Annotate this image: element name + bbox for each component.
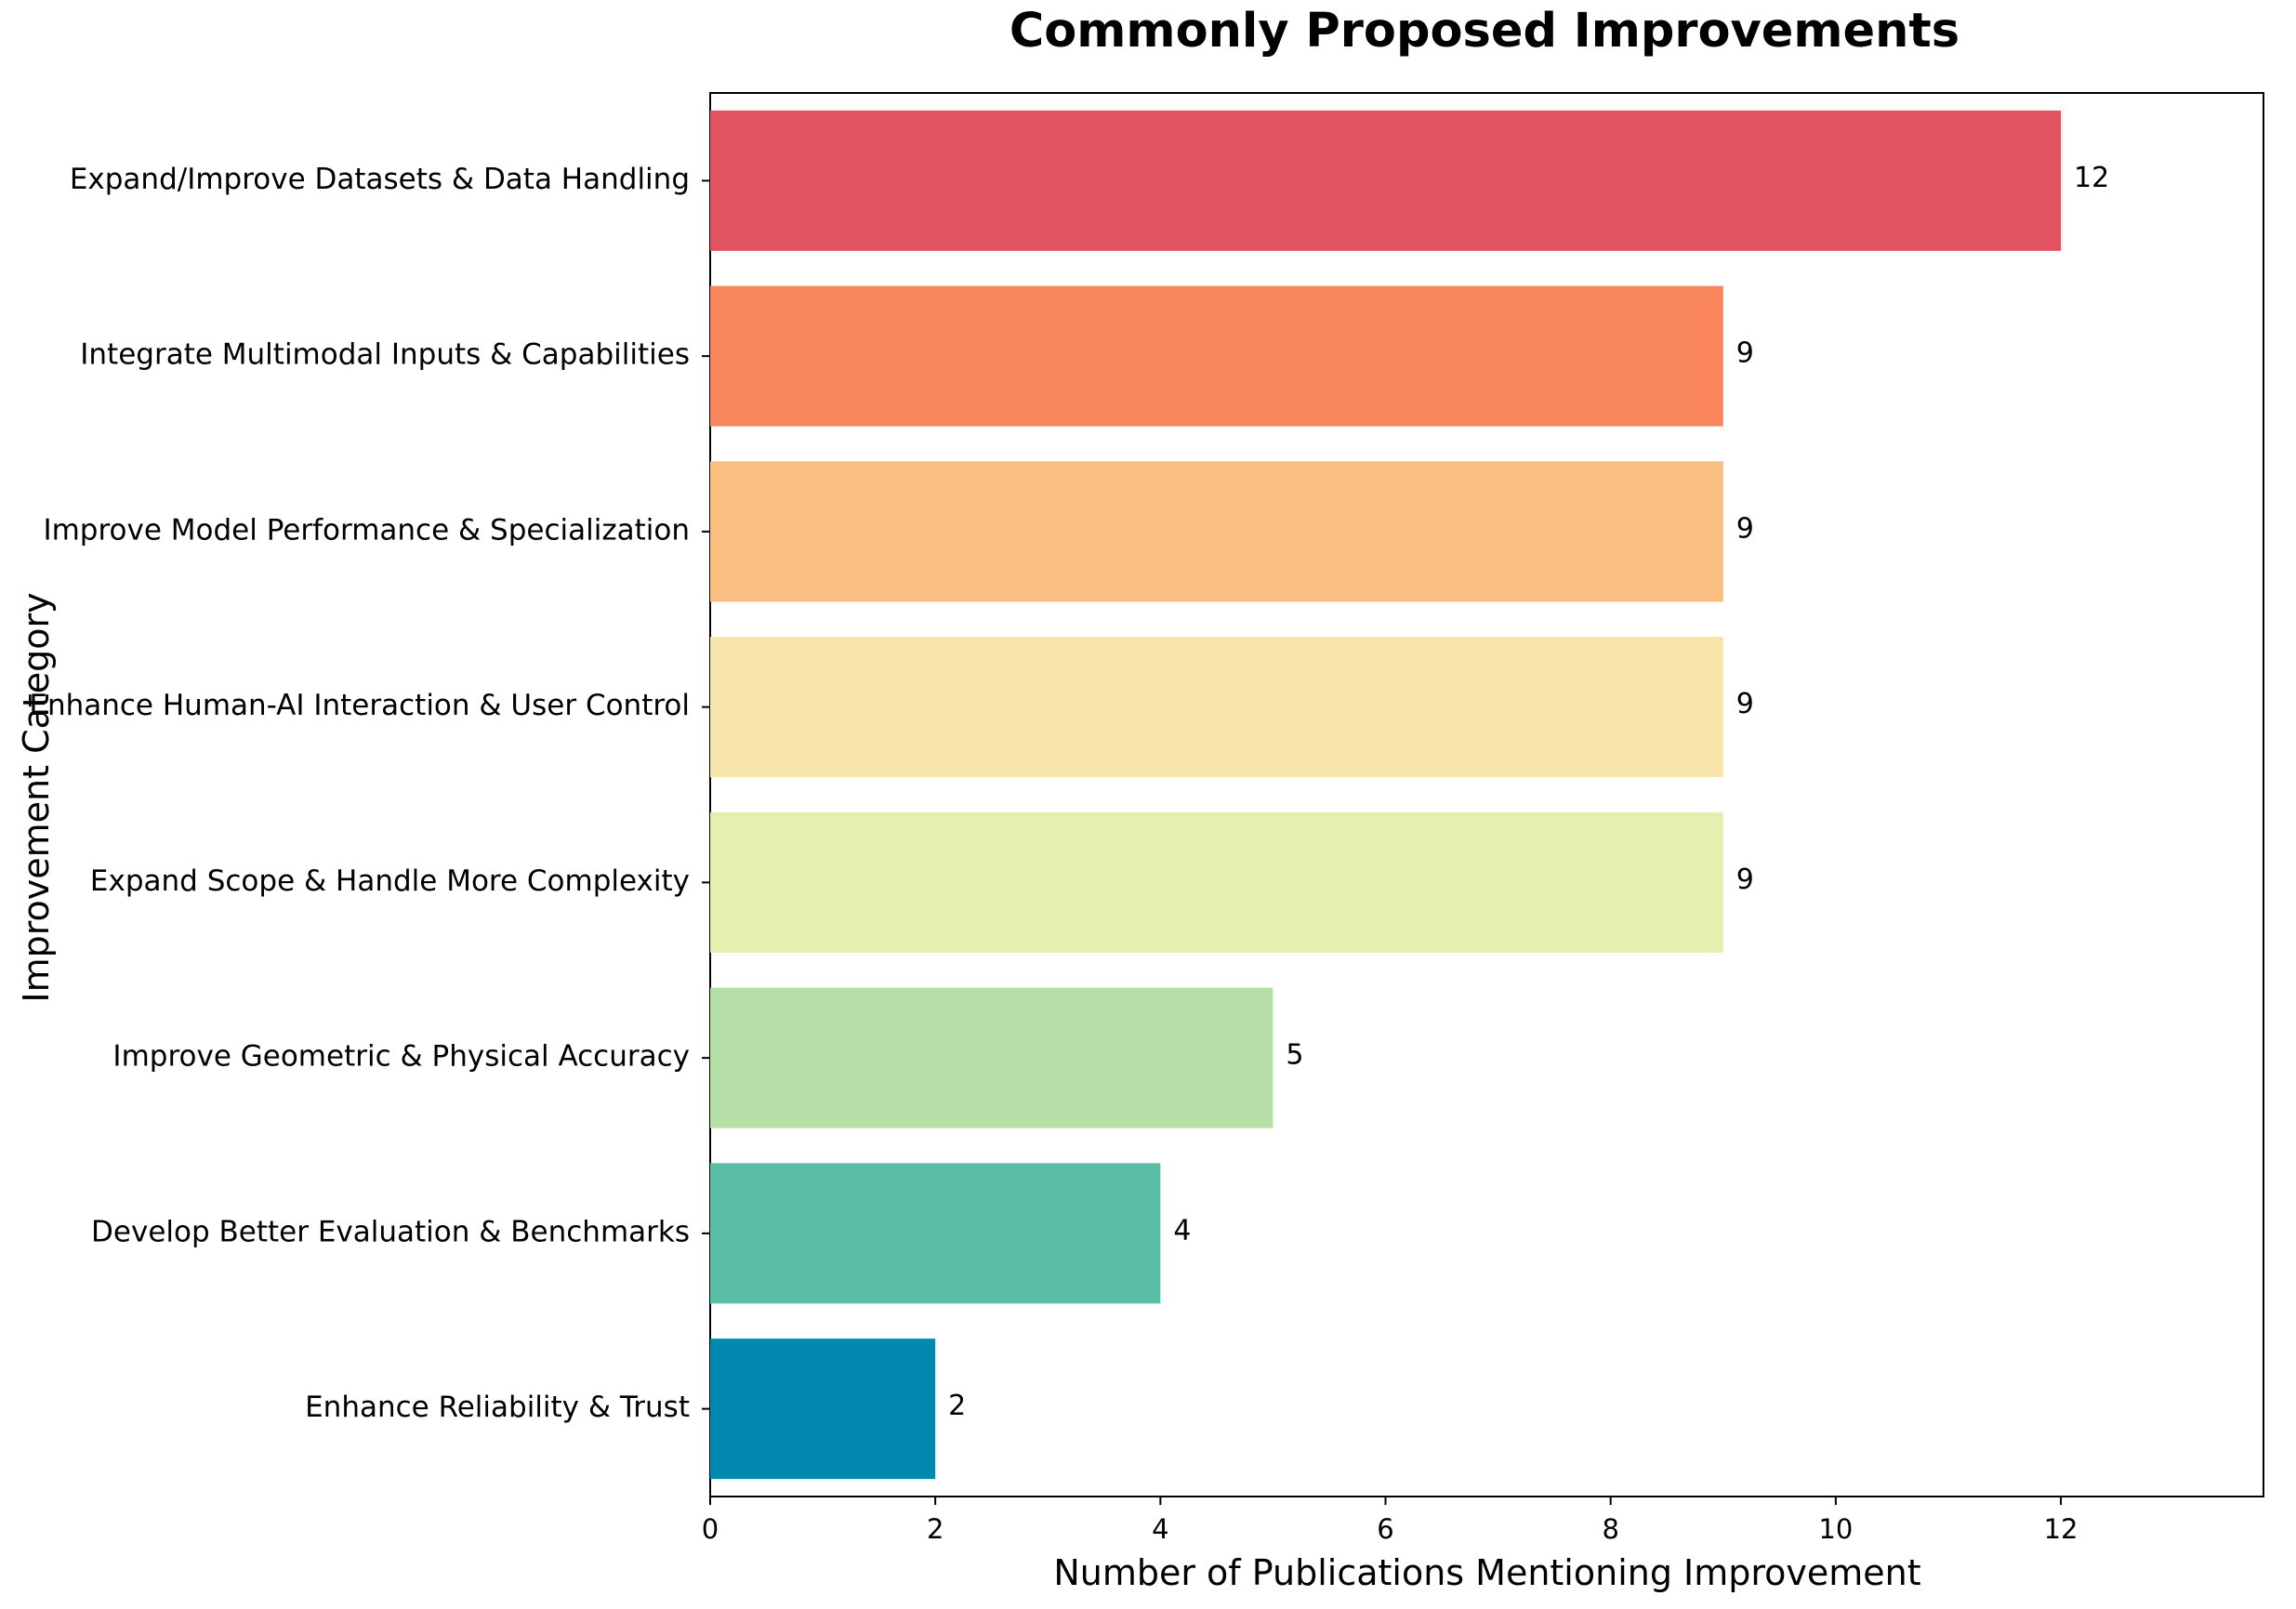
- chart-title: Commonly Proposed Improvements: [1009, 4, 1960, 59]
- bar-value-label: 12: [2074, 162, 2109, 194]
- bar-value-label: 9: [1736, 864, 1754, 896]
- bars-group: [710, 110, 2062, 1480]
- x-tick-label: 8: [1602, 1513, 1618, 1545]
- x-tick-label: 10: [1818, 1513, 1853, 1545]
- bar-value-label: 2: [948, 1390, 966, 1422]
- value-labels: 12 9 9 9 9 5 4 2: [948, 162, 2109, 1422]
- category-label: Improve Model Performance & Specializati…: [43, 513, 690, 547]
- bar: [710, 811, 1723, 953]
- x-tick-label: 2: [927, 1513, 943, 1545]
- y-axis-label: Improvement Category: [16, 592, 57, 1002]
- x-axis-ticks: 0 2 4 6 8 10 12: [702, 1497, 2078, 1545]
- bar: [710, 461, 1723, 602]
- category-labels: Expand/Improve Datasets & Data Handling I…: [29, 163, 710, 1424]
- x-tick-label: 6: [1377, 1513, 1393, 1545]
- bar: [710, 285, 1723, 427]
- category-label: Enhance Human-AI Interaction & User Cont…: [29, 689, 690, 722]
- x-axis-label: Number of Publications Mentioning Improv…: [1053, 1552, 1920, 1593]
- bar-value-label: 9: [1736, 688, 1754, 720]
- bar-value-label: 9: [1736, 512, 1754, 545]
- category-label: Improve Geometric & Physical Accuracy: [112, 1040, 690, 1074]
- bar-value-label: 5: [1286, 1039, 1303, 1072]
- bar-value-label: 9: [1736, 337, 1754, 370]
- category-label: Expand/Improve Datasets & Data Handling: [70, 163, 690, 196]
- bar: [710, 1339, 936, 1480]
- bar: [710, 110, 2062, 251]
- plot-area-frame: [709, 92, 2264, 1497]
- x-tick-label: 12: [2044, 1513, 2078, 1545]
- category-label: Expand Scope & Handle More Complexity: [90, 864, 690, 898]
- bar: [710, 1163, 1161, 1304]
- category-label: Enhance Reliability & Trust: [305, 1391, 690, 1424]
- bar: [710, 637, 1723, 778]
- category-label: Integrate Multimodal Inputs & Capabiliti…: [80, 338, 690, 372]
- bar: [710, 987, 1273, 1128]
- category-label: Develop Better Evaluation & Benchmarks: [91, 1215, 690, 1248]
- bar-value-label: 4: [1173, 1214, 1191, 1246]
- x-tick-label: 4: [1152, 1513, 1168, 1545]
- x-tick-label: 0: [702, 1513, 719, 1545]
